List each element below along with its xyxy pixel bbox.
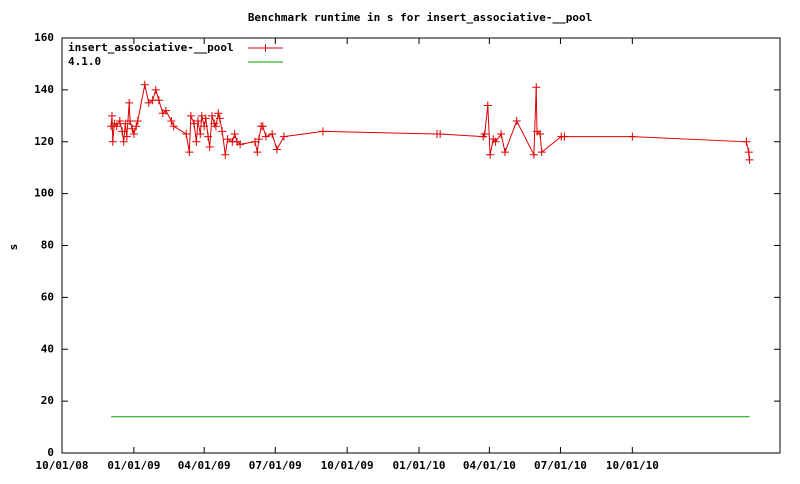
point-marker <box>268 129 277 138</box>
point-marker <box>201 114 210 123</box>
point-marker <box>230 129 239 138</box>
point-marker <box>215 114 224 123</box>
x-tick-label: 04/01/09 <box>178 459 231 472</box>
point-marker <box>218 127 227 136</box>
point-marker <box>254 135 263 144</box>
point-marker <box>193 117 202 125</box>
point-marker <box>745 155 754 164</box>
y-tick-label: 120 <box>34 135 54 148</box>
point-marker <box>253 148 262 157</box>
x-tick-label: 04/01/10 <box>463 459 516 472</box>
point-marker <box>122 132 131 141</box>
point-marker <box>532 83 541 92</box>
point-marker <box>182 129 191 138</box>
point-marker <box>744 148 753 157</box>
point-marker <box>221 150 230 159</box>
x-tick-label: 01/01/09 <box>107 459 160 472</box>
point-marker <box>108 111 117 120</box>
point-marker <box>236 140 245 149</box>
y-tick-label: 140 <box>34 83 54 96</box>
y-tick-label: 80 <box>41 239 54 252</box>
y-tick-label: 160 <box>34 31 54 44</box>
point-marker <box>536 129 545 138</box>
point-marker <box>483 101 492 110</box>
plot-frame <box>61 37 781 454</box>
point-marker <box>161 106 170 115</box>
x-tick-label: 10/01/08 <box>36 459 89 472</box>
point-marker <box>486 150 495 159</box>
point-marker <box>497 129 506 138</box>
point-marker <box>140 80 149 89</box>
y-tick-label: 20 <box>41 394 54 407</box>
point-marker <box>512 117 521 125</box>
point-marker <box>537 148 546 157</box>
y-tick-label: 100 <box>34 187 54 200</box>
point-marker <box>196 129 205 138</box>
chart-title: Benchmark runtime in s for insert_associ… <box>248 11 592 24</box>
point-marker <box>211 122 220 131</box>
point-marker <box>529 150 538 159</box>
legend-label: insert_associative-__pool <box>68 41 234 54</box>
point-marker <box>742 137 751 146</box>
point-marker <box>214 109 223 118</box>
point-marker <box>186 111 195 120</box>
point-marker <box>261 132 270 141</box>
point-marker <box>205 142 214 151</box>
point-marker <box>491 137 500 146</box>
point-marker <box>132 122 141 131</box>
legend-label: 4.1.0 <box>68 55 101 68</box>
point-marker <box>628 132 637 141</box>
point-marker <box>279 132 288 141</box>
y-axis-label: s <box>7 244 20 251</box>
series-line <box>110 84 750 160</box>
x-tick-label: 10/01/10 <box>606 459 659 472</box>
y-tick-label: 60 <box>41 290 54 303</box>
y-tick-label: 40 <box>41 342 54 355</box>
point-marker <box>115 117 124 125</box>
point-marker <box>480 129 489 138</box>
x-tick-label: 07/01/10 <box>534 459 587 472</box>
point-marker <box>185 148 194 157</box>
point-marker <box>560 132 569 141</box>
point-marker <box>121 119 130 128</box>
point-marker <box>112 122 121 131</box>
point-marker <box>129 129 138 138</box>
point-marker <box>151 85 160 94</box>
y-tick-label: 0 <box>47 446 54 459</box>
point-marker <box>200 122 209 131</box>
legend-marker <box>261 44 270 52</box>
point-marker <box>118 127 127 136</box>
point-marker <box>436 129 445 138</box>
point-marker <box>208 111 217 120</box>
point-marker <box>167 117 176 125</box>
point-marker <box>154 96 163 105</box>
point-marker <box>318 127 327 136</box>
point-marker <box>119 137 128 146</box>
point-marker <box>125 117 134 125</box>
point-marker <box>204 132 213 141</box>
point-marker <box>125 98 134 107</box>
x-tick-label: 07/01/09 <box>249 459 302 472</box>
point-marker <box>258 122 267 131</box>
x-tick-label: 01/01/10 <box>393 459 446 472</box>
point-marker <box>169 122 178 131</box>
point-marker <box>272 145 281 154</box>
point-marker <box>108 137 117 146</box>
x-tick-label: 10/01/09 <box>321 459 374 472</box>
point-marker <box>500 148 509 157</box>
point-marker <box>192 137 201 146</box>
point-marker <box>133 117 142 125</box>
point-marker <box>223 135 232 144</box>
